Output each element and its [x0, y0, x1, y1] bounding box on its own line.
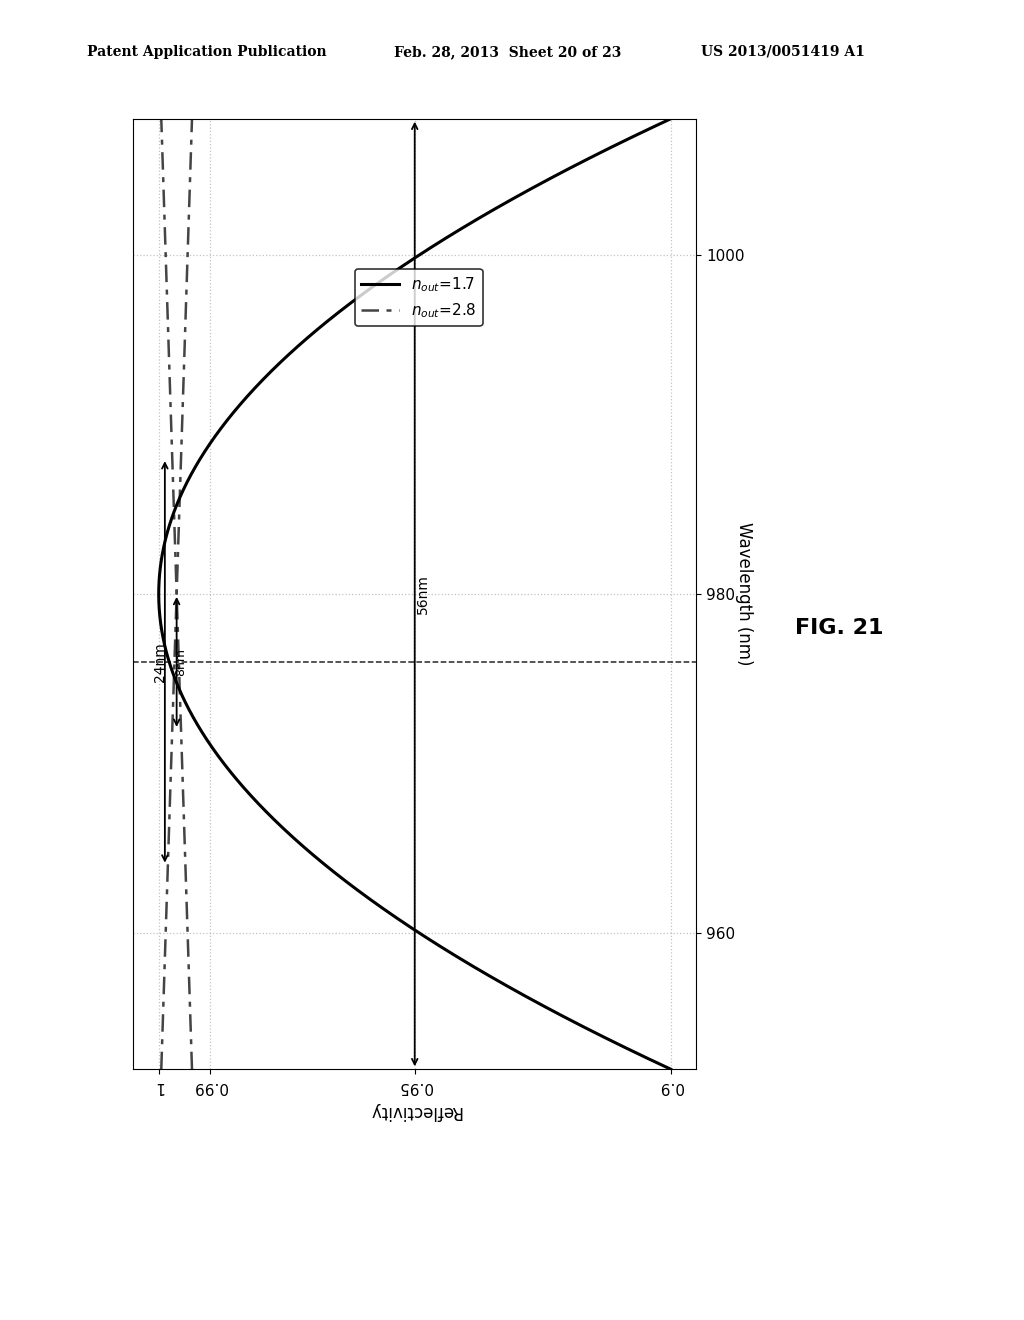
- Text: FIG. 21: FIG. 21: [796, 618, 884, 638]
- Y-axis label: Wavelength (nm): Wavelength (nm): [735, 523, 753, 665]
- Text: 24nm: 24nm: [154, 642, 167, 681]
- X-axis label: Reflectivity: Reflectivity: [369, 1102, 461, 1121]
- Text: 8nm: 8nm: [174, 648, 187, 676]
- Text: US 2013/0051419 A1: US 2013/0051419 A1: [701, 45, 865, 59]
- Text: Feb. 28, 2013  Sheet 20 of 23: Feb. 28, 2013 Sheet 20 of 23: [394, 45, 622, 59]
- Legend: $n_{out}$=1.7, $n_{out}$=2.8: $n_{out}$=1.7, $n_{out}$=2.8: [354, 269, 482, 326]
- Text: Patent Application Publication: Patent Application Publication: [87, 45, 327, 59]
- Text: 56nm: 56nm: [416, 574, 430, 614]
